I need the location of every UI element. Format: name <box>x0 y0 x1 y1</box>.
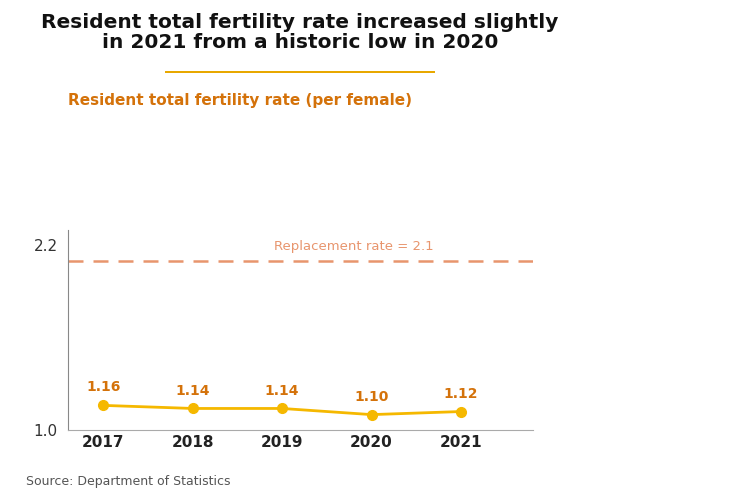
Text: in 2021 from a historic low in 2020: in 2021 from a historic low in 2020 <box>102 32 498 52</box>
Text: 1.16: 1.16 <box>86 380 121 394</box>
Text: Replacement rate = 2.1: Replacement rate = 2.1 <box>274 240 434 253</box>
Text: Resident total fertility rate (per female): Resident total fertility rate (per femal… <box>68 92 412 108</box>
Text: 1.14: 1.14 <box>265 384 299 398</box>
Text: 1.12: 1.12 <box>444 386 478 400</box>
Text: 1.14: 1.14 <box>176 384 210 398</box>
Text: Resident total fertility rate increased slightly: Resident total fertility rate increased … <box>41 12 559 32</box>
Text: 1.10: 1.10 <box>354 390 388 404</box>
Text: Source: Department of Statistics: Source: Department of Statistics <box>26 474 231 488</box>
